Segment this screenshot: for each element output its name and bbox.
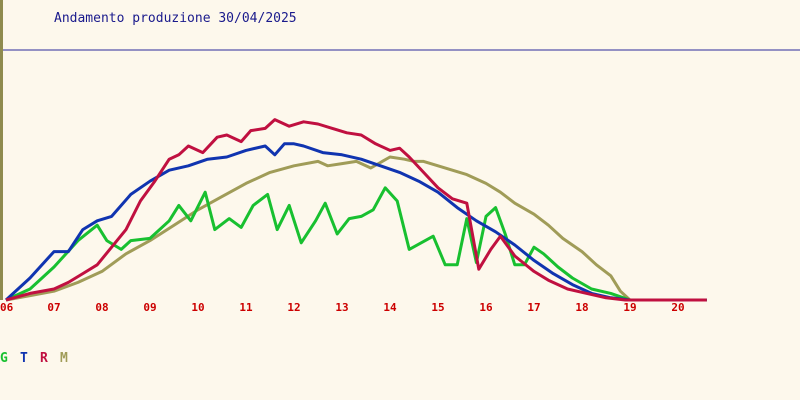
series-line-m bbox=[5, 155, 707, 302]
x-tick-label: 20 bbox=[671, 301, 684, 314]
x-axis-ticks: 06 07 08 09 10 11 12 13 14 15 16 17 18 19 20 bbox=[0, 301, 685, 314]
x-tick-label: 12 bbox=[287, 301, 300, 314]
legend-item-t: T bbox=[20, 351, 28, 366]
series-line-g bbox=[5, 186, 707, 302]
x-tick-label: 14 bbox=[383, 301, 397, 314]
x-tick-label: 08 bbox=[95, 301, 108, 314]
series-line-r bbox=[5, 118, 707, 302]
x-tick-label: 19 bbox=[623, 301, 636, 314]
x-tick-label: 15 bbox=[431, 301, 444, 314]
x-tick-label: 09 bbox=[143, 301, 156, 314]
legend-item-r: R bbox=[40, 351, 48, 366]
x-tick-label: 10 bbox=[191, 301, 204, 314]
x-tick-label: 11 bbox=[239, 301, 253, 314]
series-line-t bbox=[4, 142, 707, 302]
chart-title: Andamento produzione 30/04/2025 bbox=[54, 11, 297, 26]
legend-item-m: M bbox=[60, 351, 68, 366]
x-tick-label: 13 bbox=[335, 301, 348, 314]
x-tick-label: 17 bbox=[527, 301, 540, 314]
x-tick-label: 16 bbox=[479, 301, 493, 314]
series-layer bbox=[4, 118, 707, 302]
legend-item-g: G bbox=[0, 351, 8, 366]
x-tick-label: 06 bbox=[0, 301, 14, 314]
x-tick-label: 07 bbox=[47, 301, 60, 314]
x-tick-label: 18 bbox=[575, 301, 588, 314]
